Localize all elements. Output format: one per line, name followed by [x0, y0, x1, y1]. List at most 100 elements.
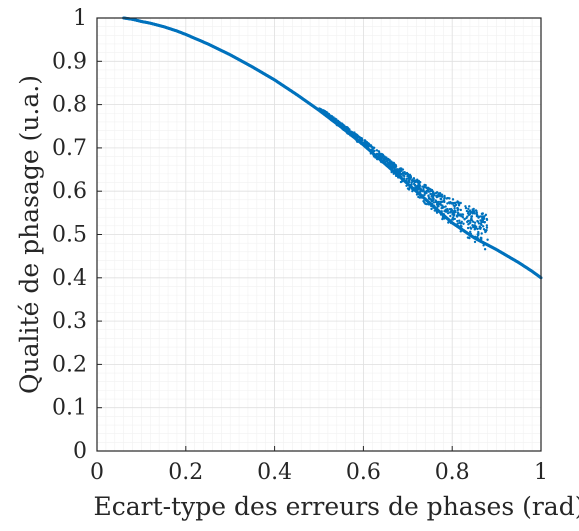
data-point — [417, 182, 420, 185]
data-point — [472, 220, 475, 223]
data-point — [454, 201, 457, 205]
data-point — [396, 170, 400, 174]
data-point — [330, 116, 334, 119]
data-point — [380, 156, 383, 159]
data-point — [439, 213, 443, 216]
data-point — [436, 194, 439, 198]
data-point — [387, 164, 391, 167]
data-point — [431, 191, 435, 194]
data-point — [476, 235, 479, 239]
data-point — [446, 211, 450, 215]
data-point — [405, 177, 408, 180]
data-point — [458, 219, 461, 222]
data-point — [364, 145, 368, 149]
data-point — [443, 209, 446, 213]
data-point — [465, 209, 469, 213]
data-point — [457, 201, 460, 204]
data-point — [405, 184, 408, 187]
data-point — [480, 238, 483, 241]
data-point — [481, 225, 485, 228]
data-point — [443, 200, 446, 204]
data-point — [454, 203, 458, 207]
data-point — [405, 181, 409, 185]
data-point — [477, 222, 481, 225]
data-point — [353, 131, 356, 134]
data-point — [431, 200, 434, 203]
data-point — [464, 206, 468, 210]
y-tick-label: 0.4 — [52, 266, 87, 291]
data-point — [466, 232, 469, 235]
data-point — [476, 219, 479, 223]
data-point — [399, 176, 402, 180]
data-point — [474, 235, 477, 239]
data-point — [411, 180, 414, 183]
data-point — [387, 158, 390, 161]
data-point — [444, 205, 447, 208]
data-point — [437, 203, 440, 206]
data-point — [484, 230, 487, 234]
data-point — [358, 139, 362, 143]
data-point — [335, 123, 339, 127]
data-point — [392, 172, 395, 175]
data-point — [440, 204, 443, 207]
x-tick-label: 1 — [534, 460, 548, 485]
data-point — [340, 122, 343, 125]
data-point — [407, 179, 410, 183]
data-point — [482, 217, 486, 220]
data-point — [441, 217, 444, 221]
data-point — [453, 217, 456, 221]
data-point — [481, 215, 484, 218]
data-point — [440, 193, 443, 196]
data-point — [413, 183, 417, 187]
data-point — [381, 153, 385, 157]
y-axis-label: Qualité de phasage (u.a.) — [15, 75, 44, 394]
data-point — [479, 219, 482, 222]
data-point — [477, 215, 480, 218]
data-point — [440, 195, 444, 198]
data-point — [468, 222, 471, 225]
data-point — [435, 209, 438, 213]
data-point — [384, 163, 387, 166]
data-point — [359, 142, 363, 145]
data-point — [406, 173, 410, 176]
data-point — [424, 197, 427, 200]
data-point — [373, 149, 376, 153]
data-point — [376, 152, 379, 156]
data-point — [430, 203, 433, 206]
data-point — [412, 177, 416, 180]
data-point — [477, 237, 480, 241]
data-point — [374, 156, 377, 159]
data-point — [424, 190, 427, 194]
data-point — [399, 180, 403, 184]
data-point — [416, 186, 420, 189]
data-point — [434, 200, 438, 203]
data-point — [346, 128, 350, 131]
data-point — [384, 160, 387, 163]
data-point — [411, 189, 414, 193]
data-point — [467, 207, 470, 211]
data-point — [441, 215, 445, 219]
data-point — [471, 208, 474, 211]
scatter-points — [122, 16, 543, 280]
data-point — [469, 230, 472, 234]
data-point — [433, 205, 436, 208]
data-point — [482, 244, 485, 247]
data-point — [451, 201, 455, 205]
y-tick-label: 0.7 — [52, 136, 87, 161]
data-point — [462, 222, 465, 225]
data-point — [350, 133, 354, 136]
data-point — [422, 199, 425, 203]
data-point — [407, 176, 411, 179]
data-point — [375, 149, 379, 152]
data-point — [459, 208, 462, 212]
data-point — [464, 205, 467, 208]
data-point — [451, 198, 455, 201]
data-point — [382, 158, 385, 161]
data-point — [361, 138, 364, 142]
y-tick-label: 0.2 — [52, 352, 87, 377]
data-point — [484, 213, 488, 217]
data-point — [485, 224, 489, 227]
x-tick-label: 0 — [90, 460, 104, 485]
data-point — [448, 211, 452, 214]
